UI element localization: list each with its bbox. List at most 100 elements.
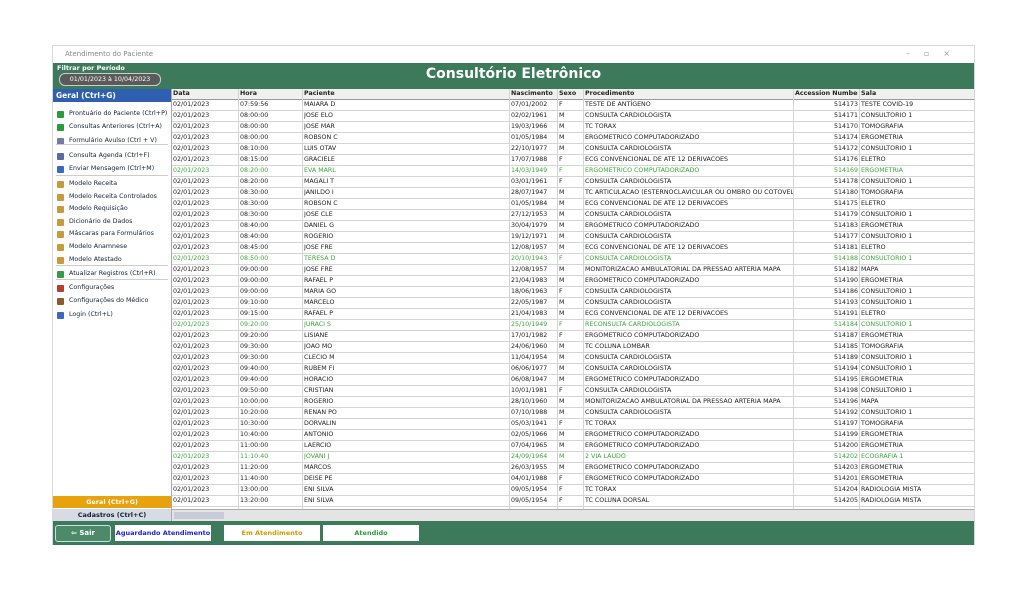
menu-item[interactable]: Consultas Anteriores (Ctrl+A) [69, 123, 163, 130]
table-cell: 514191 [833, 310, 858, 317]
table-cell: MONITORIZACAO AMBULATORIAL DA PRESSAO AR… [585, 398, 781, 405]
table-cell: 09/05/1954 [511, 497, 548, 504]
table-cell: RADIOLOGIA MISTA [861, 497, 922, 504]
column-line [859, 89, 860, 509]
menu-item[interactable]: Máscaras para Formulários [69, 230, 154, 237]
table-cell: TC COLUNA LOMBAR [585, 343, 650, 350]
table-cell: 08:00:00 [240, 134, 269, 141]
table-cell: CONSULTORIO 1 [861, 299, 913, 306]
menu-item[interactable]: Modelo Anamnese [69, 243, 128, 250]
menu-item[interactable]: Login (Ctrl+L) [69, 311, 113, 318]
table-cell: 03/01/1961 [511, 178, 548, 185]
table-cell: 02/01/2023 [173, 244, 210, 251]
footer-group[interactable]: Geral (Ctrl+G) [53, 496, 171, 508]
column-line [793, 89, 794, 509]
row-line [172, 132, 974, 133]
table-cell: M [559, 299, 565, 306]
table-cell: RADIOLOGIA MISTA [861, 486, 922, 493]
table-cell: M [559, 442, 565, 449]
menu-item[interactable]: Atualizar Registros (Ctrl+R) [69, 270, 156, 277]
table-cell: ELETRO [861, 156, 886, 163]
item-icon [57, 194, 64, 201]
menu-item[interactable]: Consulta Agenda (Ctrl+F) [69, 152, 150, 159]
table-cell: 02/01/2023 [173, 343, 210, 350]
table-cell: MAPA [861, 266, 879, 273]
menu-item[interactable]: Configurações do Médico [69, 297, 149, 304]
grid-header [172, 89, 974, 100]
table-cell: 02/01/2023 [173, 431, 210, 438]
menu-item[interactable]: Formulário Avulso (Ctrl + V) [69, 137, 157, 144]
menu-item[interactable]: Configurações [69, 284, 115, 291]
table-cell: 19/03/1966 [511, 123, 548, 130]
footer-group[interactable]: Cadastros (Ctrl+C) [53, 509, 171, 521]
column-header[interactable]: Accession Number [795, 90, 858, 97]
table-cell: CONSULTA CARDIOLOGISTA [585, 255, 672, 262]
table-cell: DEISE PE [304, 475, 333, 482]
table-cell: 20/10/1943 [511, 255, 548, 262]
table-cell: JOAO MO [304, 343, 333, 350]
status-tab[interactable]: Atendido [323, 525, 419, 541]
table-cell: 28/07/1947 [511, 189, 548, 196]
table-cell: JANILDO I [304, 189, 334, 196]
table-cell: F [559, 167, 563, 174]
table-cell: 02/01/2023 [173, 211, 210, 218]
column-header[interactable]: Paciente [304, 90, 335, 97]
table-cell: MAIARA D [304, 101, 336, 108]
period-button[interactable]: 01/01/2023 à 10/04/2023 [59, 73, 161, 86]
status-tab[interactable]: Aguardando Atendimento [115, 525, 211, 541]
table-cell: CONSULTORIO 1 [861, 288, 913, 295]
column-header[interactable]: Procedimento [585, 90, 635, 97]
table-cell: MAPA [861, 398, 879, 405]
row-line [172, 198, 974, 199]
menu-item[interactable]: Modelo Requisição [69, 205, 128, 212]
row-line [172, 352, 974, 353]
table-cell: 09/05/1954 [511, 486, 548, 493]
table-cell: 02/01/2023 [173, 222, 210, 229]
table-cell: 02/01/2023 [173, 365, 210, 372]
column-line [302, 89, 303, 509]
table-cell: M [559, 310, 565, 317]
exit-button[interactable]: ⇦ Sair [55, 525, 111, 542]
table-cell: 02/01/2023 [173, 497, 210, 504]
table-cell: 514176 [833, 156, 858, 163]
row-line [172, 176, 974, 177]
table-cell: 11:00:00 [240, 442, 269, 449]
menu-item[interactable]: Prontuário do Paciente (Ctrl+P) [69, 110, 168, 117]
table-cell: CONSULTA CARDIOLOGISTA [585, 365, 672, 372]
table-cell: 25/10/1949 [511, 321, 548, 328]
menu-item[interactable]: Dicionário de Dados [69, 218, 133, 225]
column-header[interactable]: Nascimento [511, 90, 553, 97]
menu-item[interactable]: Enviar Mensagem (Ctrl+M) [69, 165, 155, 172]
status-tab[interactable]: Em Atendimento [224, 525, 320, 541]
column-header[interactable]: Data [173, 90, 190, 97]
table-cell: JOSE CLE [304, 211, 333, 218]
row-line [172, 275, 974, 276]
row-line [172, 187, 974, 188]
table-cell: CONSULTORIO 1 [861, 409, 913, 416]
table-cell: 02/01/2023 [173, 376, 210, 383]
menu-item[interactable]: Modelo Receita Controlados [69, 193, 157, 200]
table-cell: ROBSON C [304, 200, 338, 207]
table-cell: 09:30:00 [240, 354, 269, 361]
header: Filtrar por Período 01/01/2023 à 10/04/2… [53, 63, 974, 89]
column-header[interactable]: Sexo [559, 90, 577, 97]
table-cell: 02/01/2023 [173, 310, 210, 317]
table-cell: 514198 [833, 387, 858, 394]
column-header[interactable]: Sala [861, 90, 877, 97]
menu-item[interactable]: Modelo Receita [69, 180, 118, 187]
table-cell: 24/09/1964 [511, 453, 548, 460]
row-line [172, 143, 974, 144]
row-line [172, 110, 974, 111]
column-header[interactable]: Hora [240, 90, 257, 97]
navigator-buttons[interactable] [174, 512, 224, 519]
table-cell: CONSULTORIO 1 [861, 233, 913, 240]
menu-item[interactable]: Modelo Atestado [69, 256, 122, 263]
row-line [172, 319, 974, 320]
table-cell: 514187 [833, 332, 858, 339]
table-cell: 21/04/1983 [511, 277, 548, 284]
table-cell: 17/01/1982 [511, 332, 548, 339]
table-cell: 08:20:00 [240, 178, 269, 185]
table-cell: CONSULTORIO 1 [861, 321, 913, 328]
window-controls[interactable]: –▫× [905, 49, 964, 58]
sidebar-group[interactable]: Geral (Ctrl+G) [53, 89, 171, 102]
